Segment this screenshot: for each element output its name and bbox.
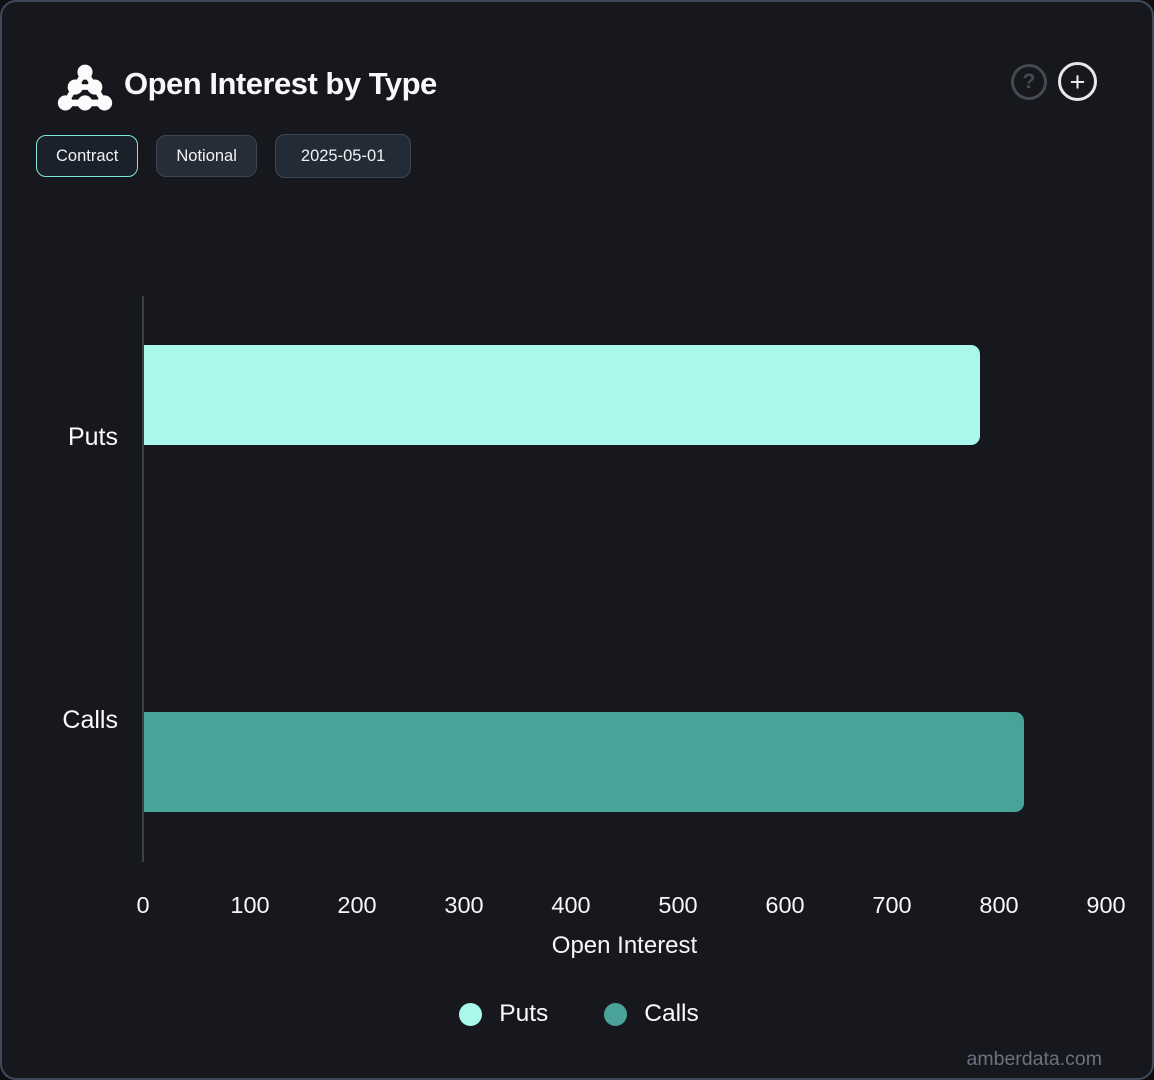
x-axis-title: Open Interest bbox=[551, 932, 698, 959]
x-tick-800: 800 bbox=[979, 892, 1019, 918]
x-tick-400: 400 bbox=[551, 892, 591, 918]
chart-legend: Puts Calls bbox=[2, 1000, 1152, 1028]
watermark: amberdata.com bbox=[966, 1048, 1102, 1070]
legend-item-puts[interactable]: Puts bbox=[459, 1000, 548, 1028]
x-tick-700: 700 bbox=[872, 892, 912, 918]
page-title: Open Interest by Type bbox=[124, 66, 437, 101]
question-mark-glyph: ? bbox=[1022, 70, 1036, 93]
x-tick-900: 900 bbox=[1086, 892, 1126, 918]
plot-area bbox=[142, 296, 1106, 862]
add-icon[interactable]: + bbox=[1058, 62, 1097, 101]
legend-item-calls[interactable]: Calls bbox=[604, 1000, 699, 1028]
help-icon[interactable]: ? bbox=[1011, 64, 1047, 100]
legend-label-calls: Calls bbox=[644, 1000, 699, 1027]
x-tick-600: 600 bbox=[765, 892, 805, 918]
x-tick-500: 500 bbox=[658, 892, 698, 918]
legend-swatch-puts bbox=[459, 1002, 483, 1026]
legend-label-puts: Puts bbox=[499, 1000, 549, 1027]
x-axis-ticks: 0 100 200 300 400 500 600 700 800 900 bbox=[136, 892, 1125, 926]
contract-button[interactable]: Contract bbox=[36, 135, 139, 177]
notional-button[interactable]: Notional bbox=[156, 135, 257, 177]
legend-swatch-calls bbox=[604, 1002, 628, 1026]
x-tick-200: 200 bbox=[337, 892, 377, 918]
x-tick-100: 100 bbox=[230, 892, 270, 918]
x-tick-300: 300 bbox=[444, 892, 484, 918]
x-tick-0: 0 bbox=[136, 892, 150, 918]
date-button[interactable]: 2025-05-01 bbox=[274, 134, 412, 178]
amberdata-logo-icon bbox=[57, 64, 113, 111]
bar-puts[interactable] bbox=[144, 345, 980, 445]
category-label-calls: Calls bbox=[62, 706, 118, 734]
bar-calls[interactable] bbox=[144, 712, 1024, 812]
category-label-puts: Puts bbox=[67, 423, 118, 451]
toolbar: Contract Notional 2025-05-01 bbox=[36, 134, 412, 178]
